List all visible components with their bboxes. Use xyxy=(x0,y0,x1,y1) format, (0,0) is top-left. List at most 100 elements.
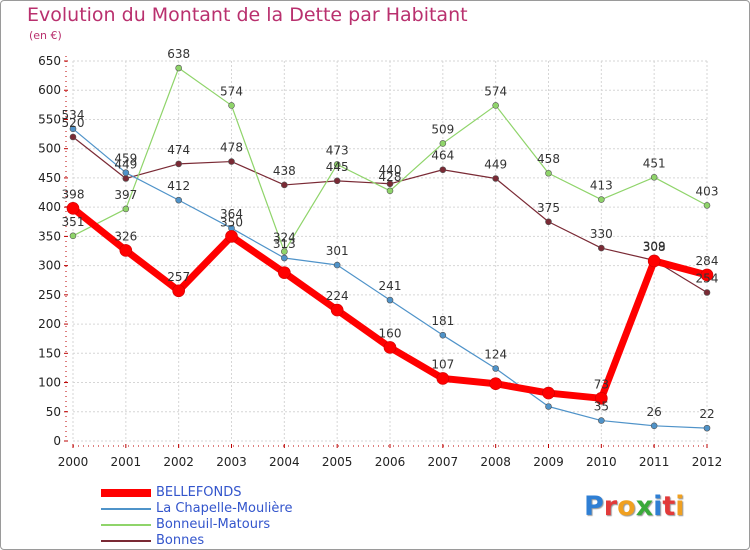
data-point xyxy=(122,205,130,213)
data-label: 364 xyxy=(220,207,243,221)
data-label: 257 xyxy=(167,270,190,284)
x-tick-label: 2002 xyxy=(163,455,194,469)
data-label: 241 xyxy=(379,279,402,293)
data-label: 638 xyxy=(167,47,190,61)
data-label: 451 xyxy=(643,156,666,170)
data-label: 350 xyxy=(220,215,243,229)
data-point xyxy=(386,187,394,195)
series-lines xyxy=(66,64,714,432)
data-point xyxy=(545,218,552,226)
x-tick-label: 2010 xyxy=(586,455,617,469)
y-tick-label: 0 xyxy=(53,434,61,448)
data-label: 22 xyxy=(699,407,714,421)
x-tick-label: 2001 xyxy=(111,455,142,469)
data-label: 412 xyxy=(167,179,190,193)
y-tick-label: 350 xyxy=(38,229,61,243)
data-label: 574 xyxy=(484,84,507,98)
data-point xyxy=(330,303,344,317)
data-point xyxy=(595,392,608,405)
data-point xyxy=(492,175,499,182)
data-label: 438 xyxy=(273,164,296,178)
data-label: 397 xyxy=(114,188,137,202)
data-label: 428 xyxy=(379,170,402,184)
legend-swatch xyxy=(101,540,151,542)
legend-item: La Chapelle-Moulière xyxy=(101,501,361,517)
data-label: 107 xyxy=(431,357,454,371)
data-label: 413 xyxy=(590,179,613,193)
data-point xyxy=(492,102,499,109)
y-tick-label: 450 xyxy=(38,171,61,185)
data-label: 474 xyxy=(167,143,190,157)
legend-swatch xyxy=(101,489,151,497)
data-label: 458 xyxy=(537,152,560,166)
data-point xyxy=(386,180,394,188)
logo-letter: i xyxy=(653,491,663,522)
data-point xyxy=(439,331,447,339)
legend: BELLEFONDS La Chapelle-Moulière Bonneuil… xyxy=(101,485,361,549)
data-point xyxy=(598,196,605,203)
data-label: 35 xyxy=(594,400,609,414)
y-tick-label: 200 xyxy=(38,317,61,331)
legend-swatch xyxy=(101,524,151,526)
data-label: 308 xyxy=(643,240,666,254)
data-label: 403 xyxy=(696,184,719,198)
data-label: 224 xyxy=(326,289,349,303)
data-point xyxy=(122,175,130,182)
data-point xyxy=(650,174,658,181)
data-label: 445 xyxy=(326,160,349,174)
data-point xyxy=(598,244,605,252)
data-point xyxy=(703,202,711,209)
data-point xyxy=(703,289,711,296)
data-point xyxy=(386,296,394,304)
data-label: 284 xyxy=(696,254,719,268)
logo-letter: t xyxy=(662,491,676,522)
y-tick-label: 100 xyxy=(38,376,61,390)
data-point xyxy=(703,424,711,432)
data-point xyxy=(436,372,450,385)
data-label: 459 xyxy=(114,152,137,166)
data-label: 464 xyxy=(431,149,454,163)
y-tick-label: 400 xyxy=(38,200,61,214)
data-label: 351 xyxy=(62,215,85,229)
data-point xyxy=(66,202,80,215)
data-point xyxy=(700,268,714,282)
data-point xyxy=(228,158,235,165)
x-tick-label: 2004 xyxy=(269,455,300,469)
data-point xyxy=(492,365,499,372)
data-point xyxy=(172,284,185,298)
x-tick-label: 2007 xyxy=(428,455,459,469)
legend-label: La Chapelle-Moulière xyxy=(156,501,293,516)
logo-letter: P xyxy=(584,491,604,522)
data-point xyxy=(489,377,502,391)
data-label: 449 xyxy=(114,158,137,172)
y-tick-label: 600 xyxy=(38,83,61,97)
x-tick-label: 2011 xyxy=(639,455,670,469)
data-label: 509 xyxy=(431,122,454,136)
data-point xyxy=(281,181,288,189)
data-label: 534 xyxy=(62,108,85,122)
legend-swatch xyxy=(101,508,151,510)
x-tick-label: 2006 xyxy=(375,455,406,469)
data-point xyxy=(122,169,130,176)
y-tick-label: 250 xyxy=(38,288,61,302)
x-tick-label: 2009 xyxy=(533,455,564,469)
data-point xyxy=(650,422,658,430)
data-point xyxy=(333,261,341,269)
x-tick-label: 2012 xyxy=(692,455,723,469)
data-label: 574 xyxy=(220,84,243,98)
x-tick-label: 2008 xyxy=(480,455,511,469)
data-label: 330 xyxy=(590,227,613,241)
data-point xyxy=(175,64,182,72)
data-label: 398 xyxy=(62,187,85,201)
data-point xyxy=(545,403,552,410)
logo-letter: i xyxy=(675,491,685,522)
data-point xyxy=(69,133,77,141)
data-label: 73 xyxy=(594,377,609,391)
x-tick-label: 2000 xyxy=(58,455,89,469)
grid xyxy=(72,60,708,442)
legend-label: BELLEFONDS xyxy=(156,485,242,500)
chart-subtitle: (en €) xyxy=(29,29,62,42)
data-point xyxy=(175,160,182,168)
data-label: 478 xyxy=(220,141,243,155)
